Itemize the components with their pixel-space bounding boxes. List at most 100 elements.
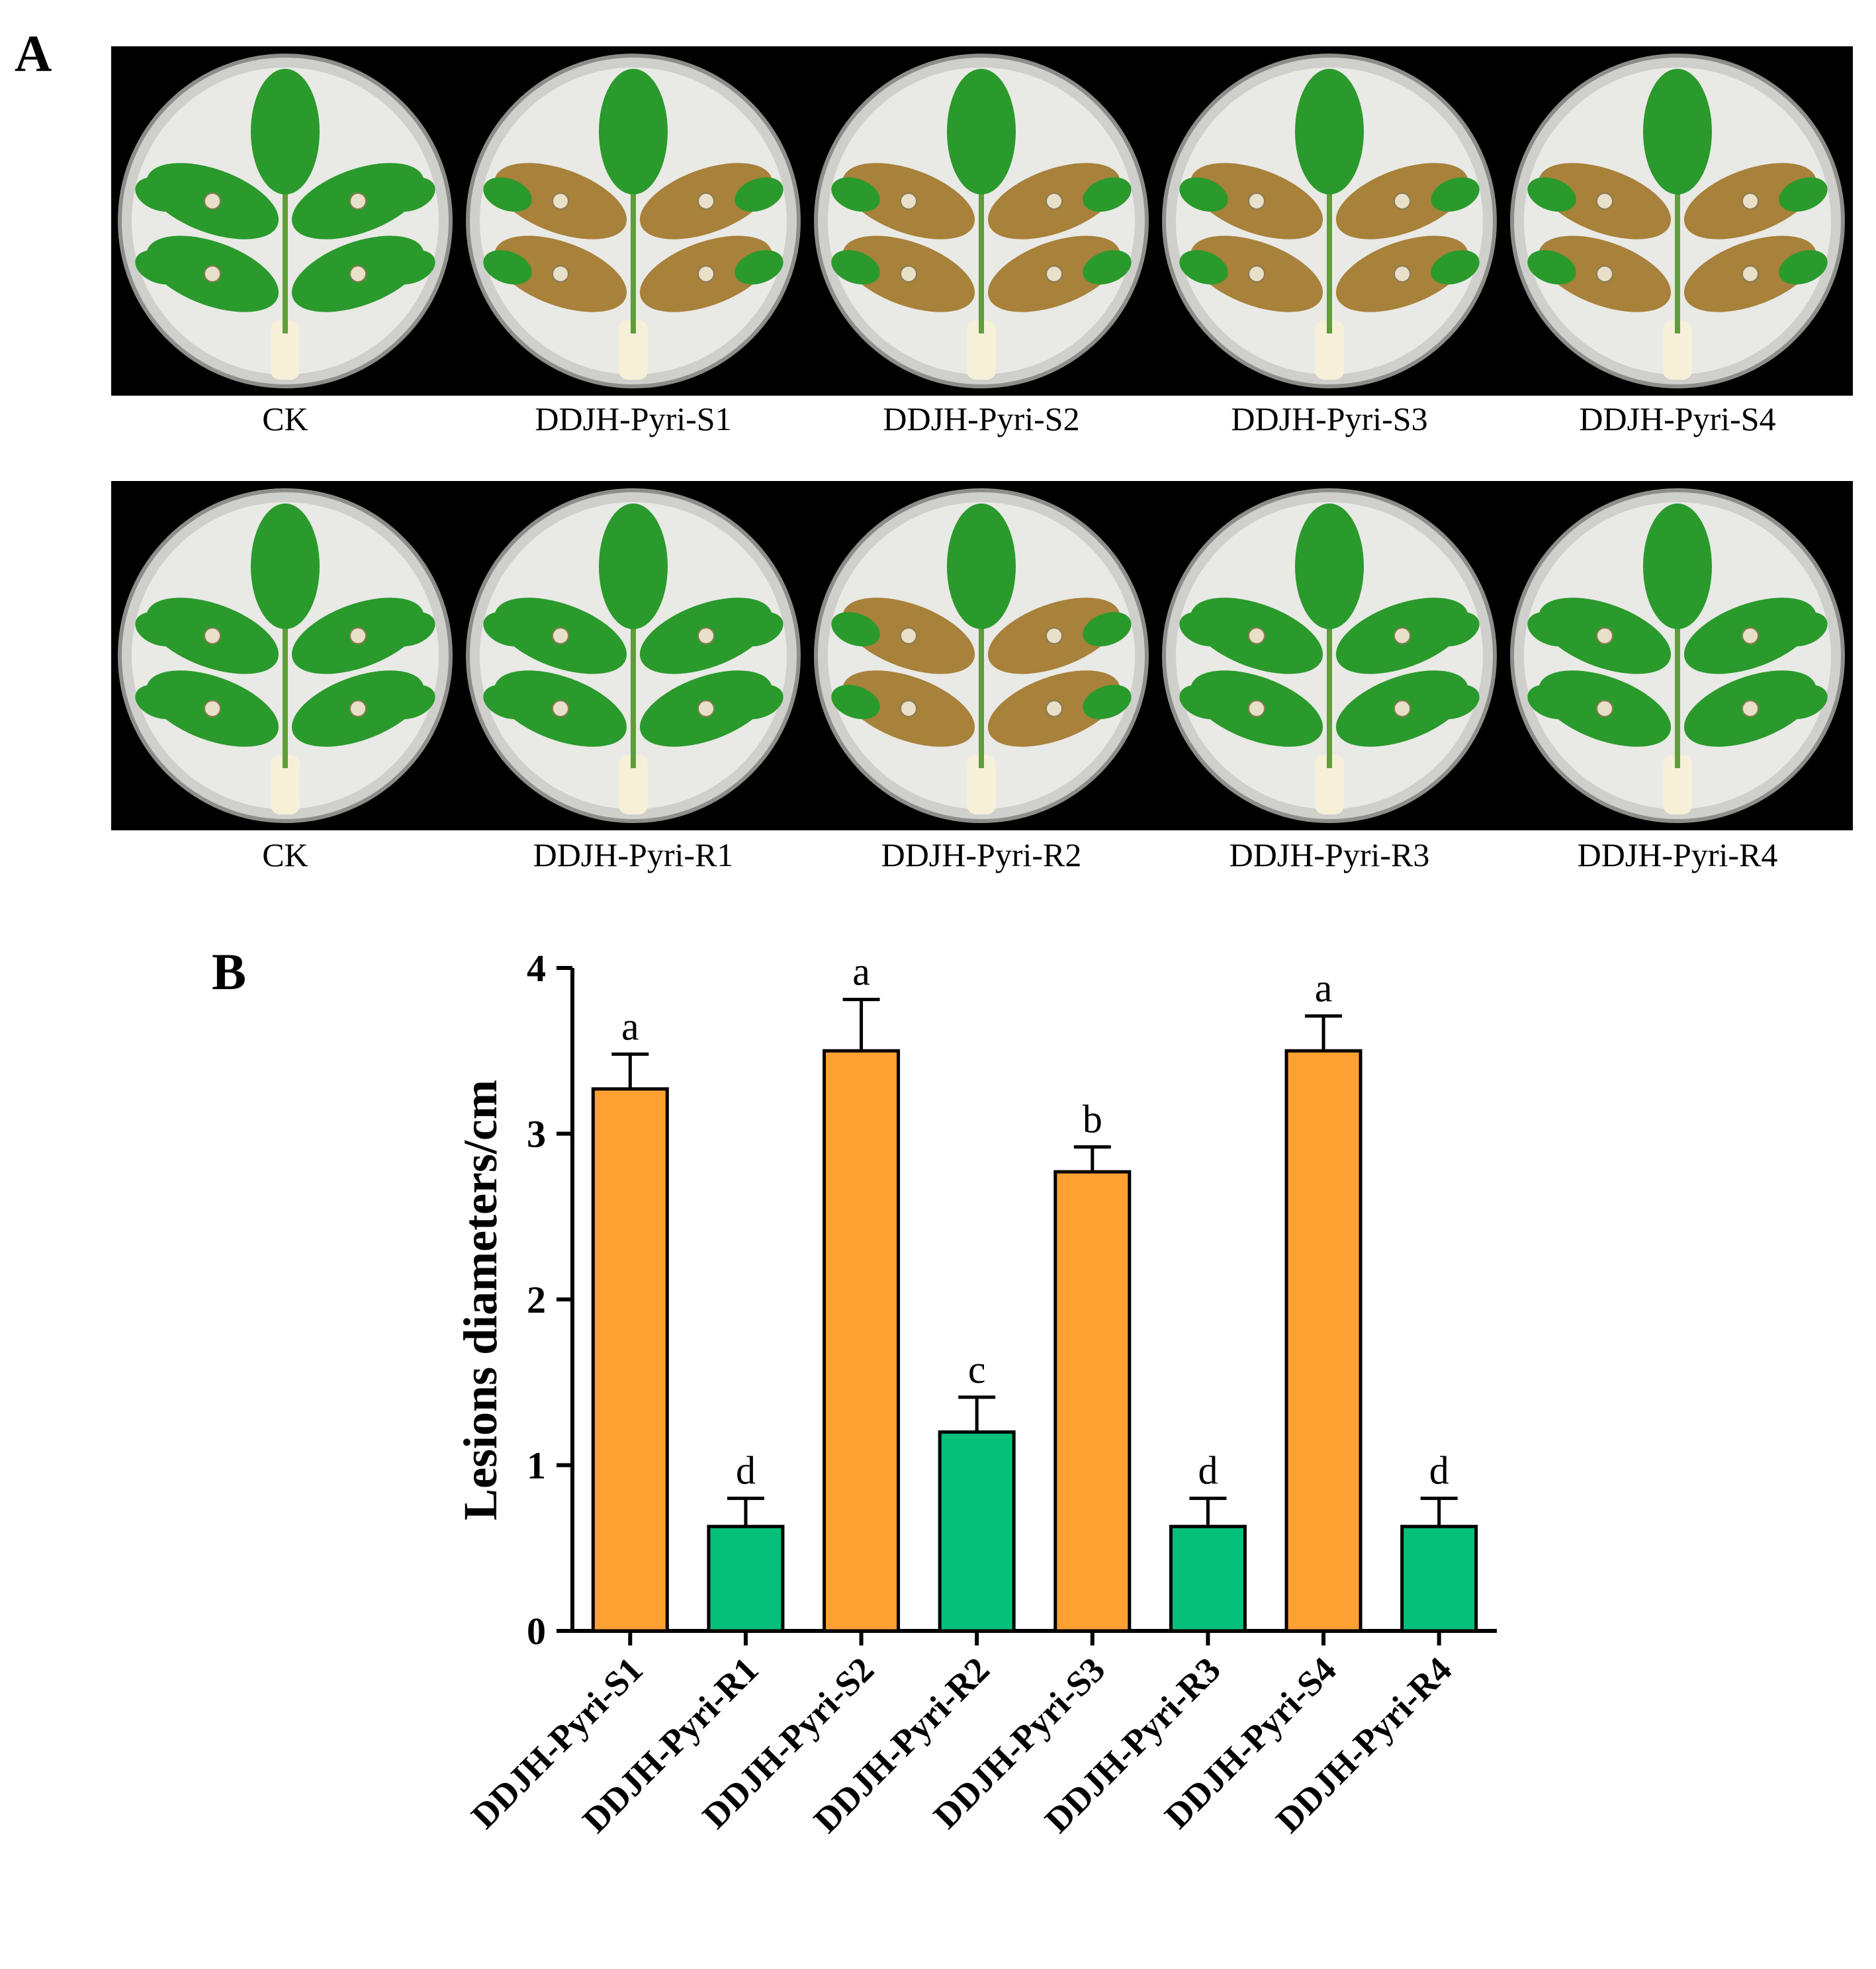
terminal-leaflet xyxy=(251,503,320,629)
inoculation-plug xyxy=(900,700,917,717)
inoculation-plug xyxy=(1596,265,1613,283)
leaflet-tip xyxy=(483,177,532,212)
inoculation-plug xyxy=(1248,700,1265,717)
inoculation-plug xyxy=(697,193,715,210)
top-dish-1 xyxy=(466,54,801,388)
inoculation-plug xyxy=(1596,700,1613,717)
leaflet-tip xyxy=(1179,684,1228,720)
caption-row-bottom: CK DDJH-Pyri-R1 DDJH-Pyri-R2 DDJH-Pyri-R… xyxy=(111,832,1853,878)
cotton-plug xyxy=(271,755,300,814)
inoculation-plug xyxy=(204,193,221,210)
cotton-plug xyxy=(1663,320,1692,380)
leaflet-tip xyxy=(483,249,532,285)
cotton-plug xyxy=(1315,755,1344,814)
bar-DDJH-Pyri-R1 xyxy=(707,1524,785,1633)
panel-b-letter: B xyxy=(212,943,247,1000)
cotton-plug xyxy=(1315,320,1344,380)
inoculation-plug xyxy=(1394,265,1411,283)
top-dish-3 xyxy=(1162,54,1497,388)
inoculation-plug xyxy=(1742,265,1759,283)
leaflet-tip xyxy=(831,684,880,720)
inoculation-plug xyxy=(349,265,367,283)
inoculation-plug xyxy=(900,627,917,644)
leaflet-tip xyxy=(1083,177,1132,212)
leaflet-tip xyxy=(135,611,184,647)
inoculation-plug xyxy=(1394,627,1411,644)
inoculation-plug xyxy=(1046,265,1063,283)
bar-DDJH-Pyri-S4 xyxy=(1284,1049,1362,1633)
inoculation-plug xyxy=(1248,265,1265,283)
bottom-dish-3 xyxy=(1162,488,1497,823)
inoculation-plug xyxy=(204,627,221,644)
leaflet-tip xyxy=(1179,177,1228,212)
leaflet-tip xyxy=(1527,249,1576,285)
bar-DDJH-Pyri-S1 xyxy=(591,1087,669,1633)
leaflet-tip xyxy=(1431,177,1480,212)
leaflet-tip xyxy=(735,684,783,720)
cotton-plug xyxy=(1663,755,1692,814)
terminal-leaflet xyxy=(599,503,668,629)
y-tick-label: 4 xyxy=(527,947,546,990)
y-axis-title: Lesions diameters/cm xyxy=(454,1080,507,1520)
terminal-leaflet xyxy=(1295,503,1364,629)
inoculation-plug xyxy=(349,193,367,210)
top-dish-2 xyxy=(814,54,1149,388)
significance-letter: a xyxy=(1315,967,1333,1010)
caption-ck-top: CK xyxy=(262,400,308,437)
y-tick-label: 3 xyxy=(527,1113,546,1156)
inoculation-plug xyxy=(1394,193,1411,210)
leaflet-tip xyxy=(1083,249,1132,285)
caption-row-top: CK DDJH-Pyri-S1 DDJH-Pyri-S2 DDJH-Pyri-S… xyxy=(111,396,1853,442)
significance-letter: d xyxy=(736,1449,756,1493)
leaflet-tip xyxy=(1431,249,1480,285)
leaflet-tip xyxy=(386,684,435,720)
bar-DDJH-Pyri-S2 xyxy=(823,1049,901,1633)
inoculation-plug xyxy=(1742,627,1759,644)
leaflet-tip xyxy=(735,611,783,647)
caption-s1: DDJH-Pyri-S1 xyxy=(535,400,732,437)
terminal-leaflet xyxy=(947,503,1016,629)
inoculation-plug xyxy=(1248,193,1265,210)
inoculation-plug xyxy=(1596,627,1613,644)
inoculation-plug xyxy=(1742,700,1759,717)
significance-letter: c xyxy=(968,1348,986,1391)
leaflet-tip xyxy=(1527,177,1576,212)
top-dish-0 xyxy=(118,54,453,388)
leaflet-tip xyxy=(735,177,783,212)
y-tick-label: 2 xyxy=(527,1278,546,1321)
leaflet-tip xyxy=(135,177,184,212)
leaflet-tip xyxy=(831,611,880,647)
terminal-leaflet xyxy=(599,69,668,195)
inoculation-plug xyxy=(349,627,367,644)
terminal-leaflet xyxy=(1643,503,1712,629)
bar-DDJH-Pyri-R3 xyxy=(1169,1524,1247,1633)
bar-DDJH-Pyri-R2 xyxy=(938,1430,1016,1633)
petri-dish-photos-top xyxy=(118,54,1845,388)
leaflet-tip xyxy=(135,249,184,285)
caption-s4: DDJH-Pyri-S4 xyxy=(1579,400,1776,437)
caption-s2: DDJH-Pyri-S2 xyxy=(883,400,1080,437)
leaflet-tip xyxy=(483,684,532,720)
leaflet-tip xyxy=(1779,611,1828,647)
leaflet-tip xyxy=(735,249,783,285)
terminal-leaflet xyxy=(1643,69,1712,195)
cotton-plug xyxy=(967,320,996,380)
leaflet-tip xyxy=(1431,611,1480,647)
bar-DDJH-Pyri-R4 xyxy=(1400,1524,1478,1633)
cotton-plug xyxy=(619,320,648,380)
photo-strip-resistant xyxy=(111,481,1853,830)
inoculation-plug xyxy=(552,265,569,283)
inoculation-plug xyxy=(697,700,715,717)
leaflet-tip xyxy=(1527,611,1576,647)
caption-r3: DDJH-Pyri-R3 xyxy=(1229,836,1430,873)
leaflet-tip xyxy=(1083,684,1132,720)
terminal-leaflet xyxy=(251,69,320,195)
inoculation-plug xyxy=(900,193,917,210)
bottom-dish-0 xyxy=(118,488,453,823)
inoculation-plug xyxy=(1248,627,1265,644)
bar-DDJH-Pyri-S3 xyxy=(1053,1170,1132,1633)
inoculation-plug xyxy=(1596,193,1613,210)
bottom-dish-1 xyxy=(466,488,801,823)
terminal-leaflet xyxy=(947,69,1016,195)
